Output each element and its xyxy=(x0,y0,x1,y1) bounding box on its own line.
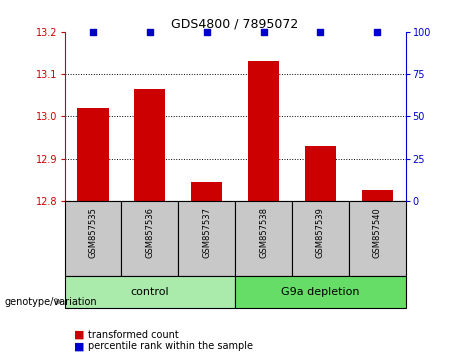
Bar xyxy=(191,182,222,201)
Bar xyxy=(235,201,292,276)
Point xyxy=(89,29,97,35)
Bar xyxy=(235,276,406,308)
Bar xyxy=(361,190,393,201)
Bar xyxy=(178,201,235,276)
Point xyxy=(146,29,154,35)
Point xyxy=(260,29,267,35)
Text: G9a depletion: G9a depletion xyxy=(281,287,360,297)
Bar xyxy=(349,201,406,276)
Bar xyxy=(65,201,121,276)
Text: percentile rank within the sample: percentile rank within the sample xyxy=(88,341,253,351)
Text: GSM857536: GSM857536 xyxy=(145,207,154,258)
Bar xyxy=(121,201,178,276)
Point xyxy=(203,29,210,35)
Bar xyxy=(248,62,279,201)
Title: GDS4800 / 7895072: GDS4800 / 7895072 xyxy=(171,18,299,31)
Bar xyxy=(134,89,165,201)
Text: GSM857538: GSM857538 xyxy=(259,207,268,258)
Bar xyxy=(305,146,336,201)
Bar xyxy=(77,108,109,201)
Text: GSM857539: GSM857539 xyxy=(316,207,325,258)
Text: GSM857537: GSM857537 xyxy=(202,207,211,258)
Text: GSM857540: GSM857540 xyxy=(373,207,382,258)
Point xyxy=(317,29,324,35)
Text: genotype/variation: genotype/variation xyxy=(5,297,97,307)
Text: transformed count: transformed count xyxy=(88,330,178,339)
Text: ■: ■ xyxy=(74,330,84,339)
Point xyxy=(373,29,381,35)
Bar xyxy=(292,201,349,276)
Text: ■: ■ xyxy=(74,341,84,351)
Bar xyxy=(65,276,235,308)
Text: GSM857535: GSM857535 xyxy=(89,207,97,258)
Text: control: control xyxy=(130,287,169,297)
